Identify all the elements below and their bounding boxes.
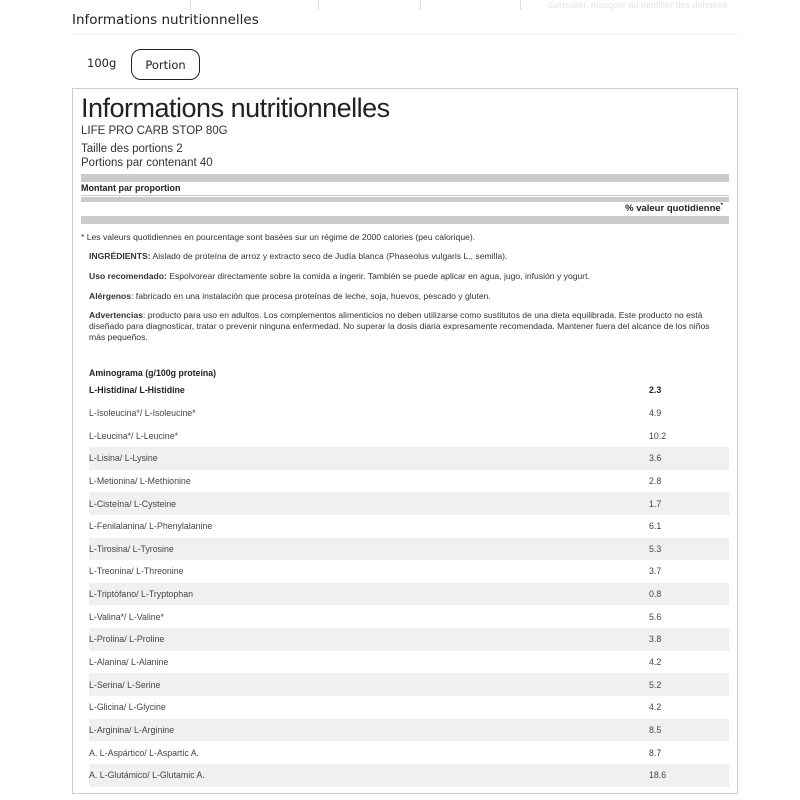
serving-size: Taille des portions 2 (81, 143, 183, 155)
aminogram-heading: Aminograma (g/100g proteína) (89, 368, 217, 378)
amino-acid-value: 8.5 (649, 725, 662, 736)
amino-acid-value: 3.7 (649, 566, 662, 577)
amino-acid-value: 2.3 (649, 385, 662, 396)
amino-acid-value: 6.1 (649, 521, 662, 532)
aminogram-row: L-Histidina/ L-Histidine 2.3 (89, 379, 729, 402)
aminogram-row: L-Treonina/ L-Threonine 3.7 (89, 560, 729, 583)
aminogram-row: L-Serina/ L-Serine 5.2 (89, 673, 729, 697)
amino-acid-name: L-Triptófano/ L-Tryptophan (89, 589, 193, 600)
amino-acid-value: 8.7 (649, 747, 662, 758)
divider-bar (81, 174, 729, 182)
amino-acid-value: 18.6 (649, 770, 667, 781)
daily-value-text: % valeur quotidienne (625, 203, 721, 215)
amino-acid-name: L-Metionina/ L-Methionine (89, 475, 191, 486)
aminogram-row: L-Triptófano/ L-Tryptophan 0.8 (89, 582, 729, 606)
amino-acid-value: 5.3 (649, 543, 662, 554)
amino-acid-name: L-Fenilalanina/ L-Phenylalanine (89, 521, 213, 532)
tab-100g[interactable]: 100g (87, 56, 117, 70)
amino-acid-name: L-Alanina/ L-Alanine (89, 657, 169, 668)
amino-acid-name: L-Tirosina/ L-Tyrosine (89, 543, 174, 554)
amino-acid-name: A. L-Glutámico/ L-Glutamic A. (89, 770, 205, 781)
amino-acid-name: L-Isoleucina*/ L-Isoleucine* (89, 407, 196, 418)
allergens: Alérgenos: fabricado en una instalación … (89, 291, 725, 302)
divider (318, 0, 319, 10)
divider (190, 0, 191, 10)
divider (420, 0, 421, 10)
allergens-label: Alérgenos (89, 291, 132, 301)
usage-text: Espolvorear directamente sobre la comida… (166, 271, 590, 281)
aminogram-row: L-Arginina/ L-Arginine 8.5 (89, 718, 729, 742)
label-title: Informations nutritionnelles (81, 93, 390, 123)
allergens-text: : fabricado en una instalación que proce… (131, 291, 491, 301)
amino-acid-name: L-Treonina/ L-Threonine (89, 566, 184, 577)
ingredients-text: Aislado de proteína de arroz y extracto … (150, 251, 508, 261)
ingredients-label: INGRÉDIENTS: (89, 251, 151, 261)
usage-label: Uso recomendado: (89, 271, 167, 281)
amino-acid-value: 4.2 (649, 657, 662, 668)
amino-acid-name: L-Valina*/ L-Valine* (89, 611, 164, 622)
amino-acid-value: 4.9 (649, 407, 662, 418)
aminogram-row: L-Prolina/ L-Proline 3.8 (89, 628, 729, 651)
aminogram-row: L-Tirosina/ L-Tyrosine 5.3 (89, 537, 729, 561)
aminogram-row: L-Glicina/ L-Glycine 4.2 (89, 696, 729, 719)
amino-acid-value: 10.2 (649, 430, 667, 441)
aminogram-row: A. L-Glutámico/ L-Glutamic A. 18.6 (89, 764, 729, 787)
amino-acid-value: 3.8 (649, 634, 662, 645)
nutrition-label: Informations nutritionnelles LIFE PRO CA… (72, 88, 738, 794)
amino-acid-name: L-Cisteína/ L-Cysteine (89, 498, 177, 509)
amino-acid-name: L-Leucina*/ L-Leucine* (89, 430, 179, 441)
amino-acid-value: 5.2 (649, 679, 662, 690)
ingredients: INGRÉDIENTS: Aislado de proteína de arro… (89, 251, 725, 262)
divider (520, 0, 521, 10)
aminogram-row: L-Metionina/ L-Methionine 2.8 (89, 470, 729, 493)
amount-per-serving: Montant par proportion (81, 183, 181, 193)
aminogram-row: L-Valina*/ L-Valine* 5.6 (89, 606, 729, 629)
amino-acid-value: 2.8 (649, 475, 662, 486)
daily-value-header: % valeur quotidienne* (625, 203, 723, 214)
divider (81, 195, 729, 196)
amino-acid-value: 3.6 (649, 453, 662, 464)
amino-acid-name: L-Prolina/ L-Proline (89, 634, 165, 645)
tab-portion[interactable]: Portion (131, 49, 200, 80)
product-name: LIFE PRO CARB STOP 80G (81, 125, 228, 137)
amino-acid-value: 5.6 (649, 611, 662, 622)
amino-acid-name: L-Glicina/ L-Glycine (89, 702, 166, 713)
amino-acid-value: 1.7 (649, 498, 662, 509)
aminogram-row: L-Alanina/ L-Alanine 4.2 (89, 651, 729, 674)
footnote: * Les valeurs quotidiennes en pourcentag… (81, 232, 476, 242)
aminogram-row: L-Fenilalanina/ L-Phenylalanine 6.1 (89, 515, 729, 538)
amino-acid-name: L-Lisina/ L-Lysine (89, 453, 158, 464)
divider-bar (81, 197, 729, 202)
amino-acid-name: L-Histidina/ L-Histidine (89, 385, 185, 396)
divider (72, 34, 738, 35)
aminogram-row: L-Leucina*/ L-Leucine* 10.2 (89, 424, 729, 447)
asterisk: * (720, 203, 723, 209)
servings-per-container: Portions par contenant 40 (81, 157, 213, 169)
amino-acid-value: 4.2 (649, 702, 662, 713)
section-heading: Informations nutritionnelles (72, 12, 259, 28)
warnings-text: : producto para uso en adultos. Los comp… (89, 310, 710, 342)
amino-acid-value: 0.8 (649, 589, 662, 600)
usage: Uso recomendado: Espolvorear directament… (89, 271, 725, 282)
aminogram-row: L-Cisteína/ L-Cysteine 1.7 (89, 492, 729, 515)
amino-acid-name: L-Serina/ L-Serine (89, 679, 161, 690)
amino-acid-name: A. L-Aspártico/ L-Aspartic A. (89, 747, 200, 758)
divider-bar (81, 216, 729, 224)
faded-top-link[interactable]: Consulter, masquer ou modifier des donné… (548, 0, 728, 10)
warnings: Advertencias: producto para uso en adult… (89, 310, 725, 343)
aminogram-row: L-Lisina/ L-Lysine 3.6 (89, 446, 729, 470)
aminogram-row: L-Isoleucina*/ L-Isoleucine* 4.9 (89, 402, 729, 425)
amino-acid-name: L-Arginina/ L-Arginine (89, 725, 175, 736)
warnings-label: Advertencias (89, 310, 143, 320)
aminogram-row: A. L-Aspártico/ L-Aspartic A. 8.7 (89, 741, 729, 764)
